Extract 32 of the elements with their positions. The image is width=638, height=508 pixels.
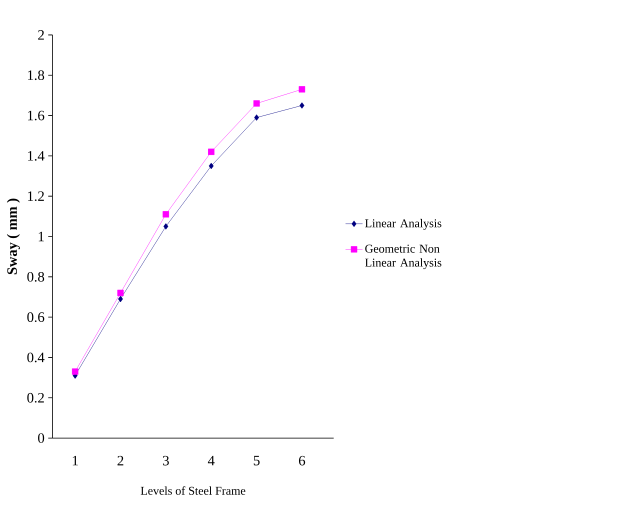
point [163,223,168,230]
y-tick-label: 0.8 [27,272,44,282]
y-tick-label: 1.2 [28,192,44,202]
y-tick-label: 0 [38,433,44,444]
point [117,290,124,296]
point [118,296,123,302]
point [162,211,170,218]
y-axis-title: Sway ( mm ) [6,198,20,274]
x-tick-label: 6 [298,456,306,466]
y-tick-label: 0.6 [27,312,44,322]
point [300,102,304,109]
legend-label: Linear Analysis [365,219,442,230]
point [298,86,306,93]
point [208,148,214,156]
y-tick-label: 0.2 [27,393,44,403]
point [72,368,78,375]
y-tick-label: 1.8 [28,70,44,80]
x-tick-label: 4 [208,456,215,466]
x-tick-label: 3 [162,456,169,466]
x-tick-label: 2 [118,456,124,466]
y-tick-label: 0.4 [27,352,44,363]
x-axis-title: Levels of Steel Frame [140,486,246,496]
point [253,100,260,107]
y-tick-label: 1.6 [28,110,44,121]
legend-label: Geometric Non Linear Analysis [365,244,442,270]
y-tick-label: 2 [38,30,44,40]
y-tick-label: 1 [38,232,44,242]
y-tick-label: 1.4 [28,151,44,161]
x-tick-label: 5 [254,456,260,466]
x-tick-label: 1 [72,456,78,466]
point [208,162,214,170]
point [254,114,260,121]
